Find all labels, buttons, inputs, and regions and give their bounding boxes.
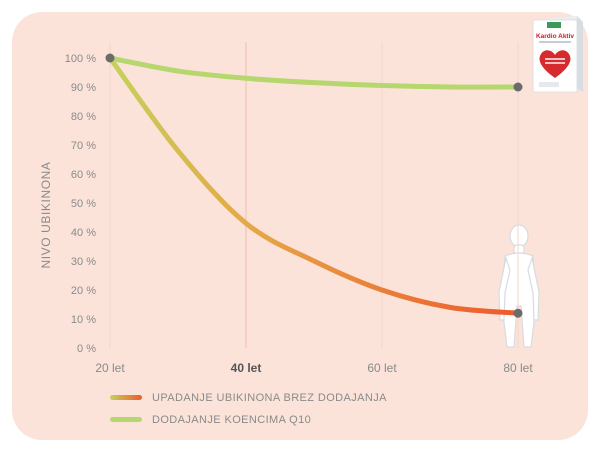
product-brand-text: Kardio Aktiv <box>536 33 574 40</box>
y-tick-label: 30 % <box>71 256 96 268</box>
marker-end-supplement <box>513 82 523 92</box>
marker-start <box>105 53 115 63</box>
y-tick-label: 70 % <box>71 140 96 152</box>
x-tick-label: 60 let <box>367 361 397 375</box>
y-tick-label: 60 % <box>71 169 96 181</box>
legend-swatch-decline <box>110 395 142 400</box>
y-tick-label: 10 % <box>71 314 96 326</box>
series-line-decline <box>107 55 521 316</box>
legend-swatch-supplement <box>110 417 142 422</box>
marker-end-decline <box>513 308 523 318</box>
x-tick-label: 80 let <box>503 361 533 375</box>
human-figure-icon <box>498 224 540 348</box>
y-tick-label: 0 % <box>77 343 96 355</box>
x-tick-label: 40 let <box>231 361 262 375</box>
x-tick-label: 20 let <box>95 361 125 375</box>
y-tick-label: 80 % <box>71 111 96 123</box>
y-tick-label: 90 % <box>71 82 96 94</box>
legend-label-supplement: DODAJANJE KOENCIMA Q10 <box>152 414 311 426</box>
series-line-supplement <box>107 55 521 90</box>
y-axis-label: NIVO UBIKINONA <box>39 161 53 268</box>
product-box-image: Kardio Aktiv <box>532 16 583 93</box>
y-tick-label: 100 % <box>65 53 96 65</box>
legend: UPADANJE UBIKINONA BREZ DODAJANJA DODAJA… <box>110 392 387 426</box>
y-tick-label: 40 % <box>71 227 96 239</box>
y-tick-label: 20 % <box>71 285 96 297</box>
y-tick-label: 50 % <box>71 198 96 210</box>
legend-label-decline: UPADANJE UBIKINONA BREZ DODAJANJA <box>152 392 387 404</box>
